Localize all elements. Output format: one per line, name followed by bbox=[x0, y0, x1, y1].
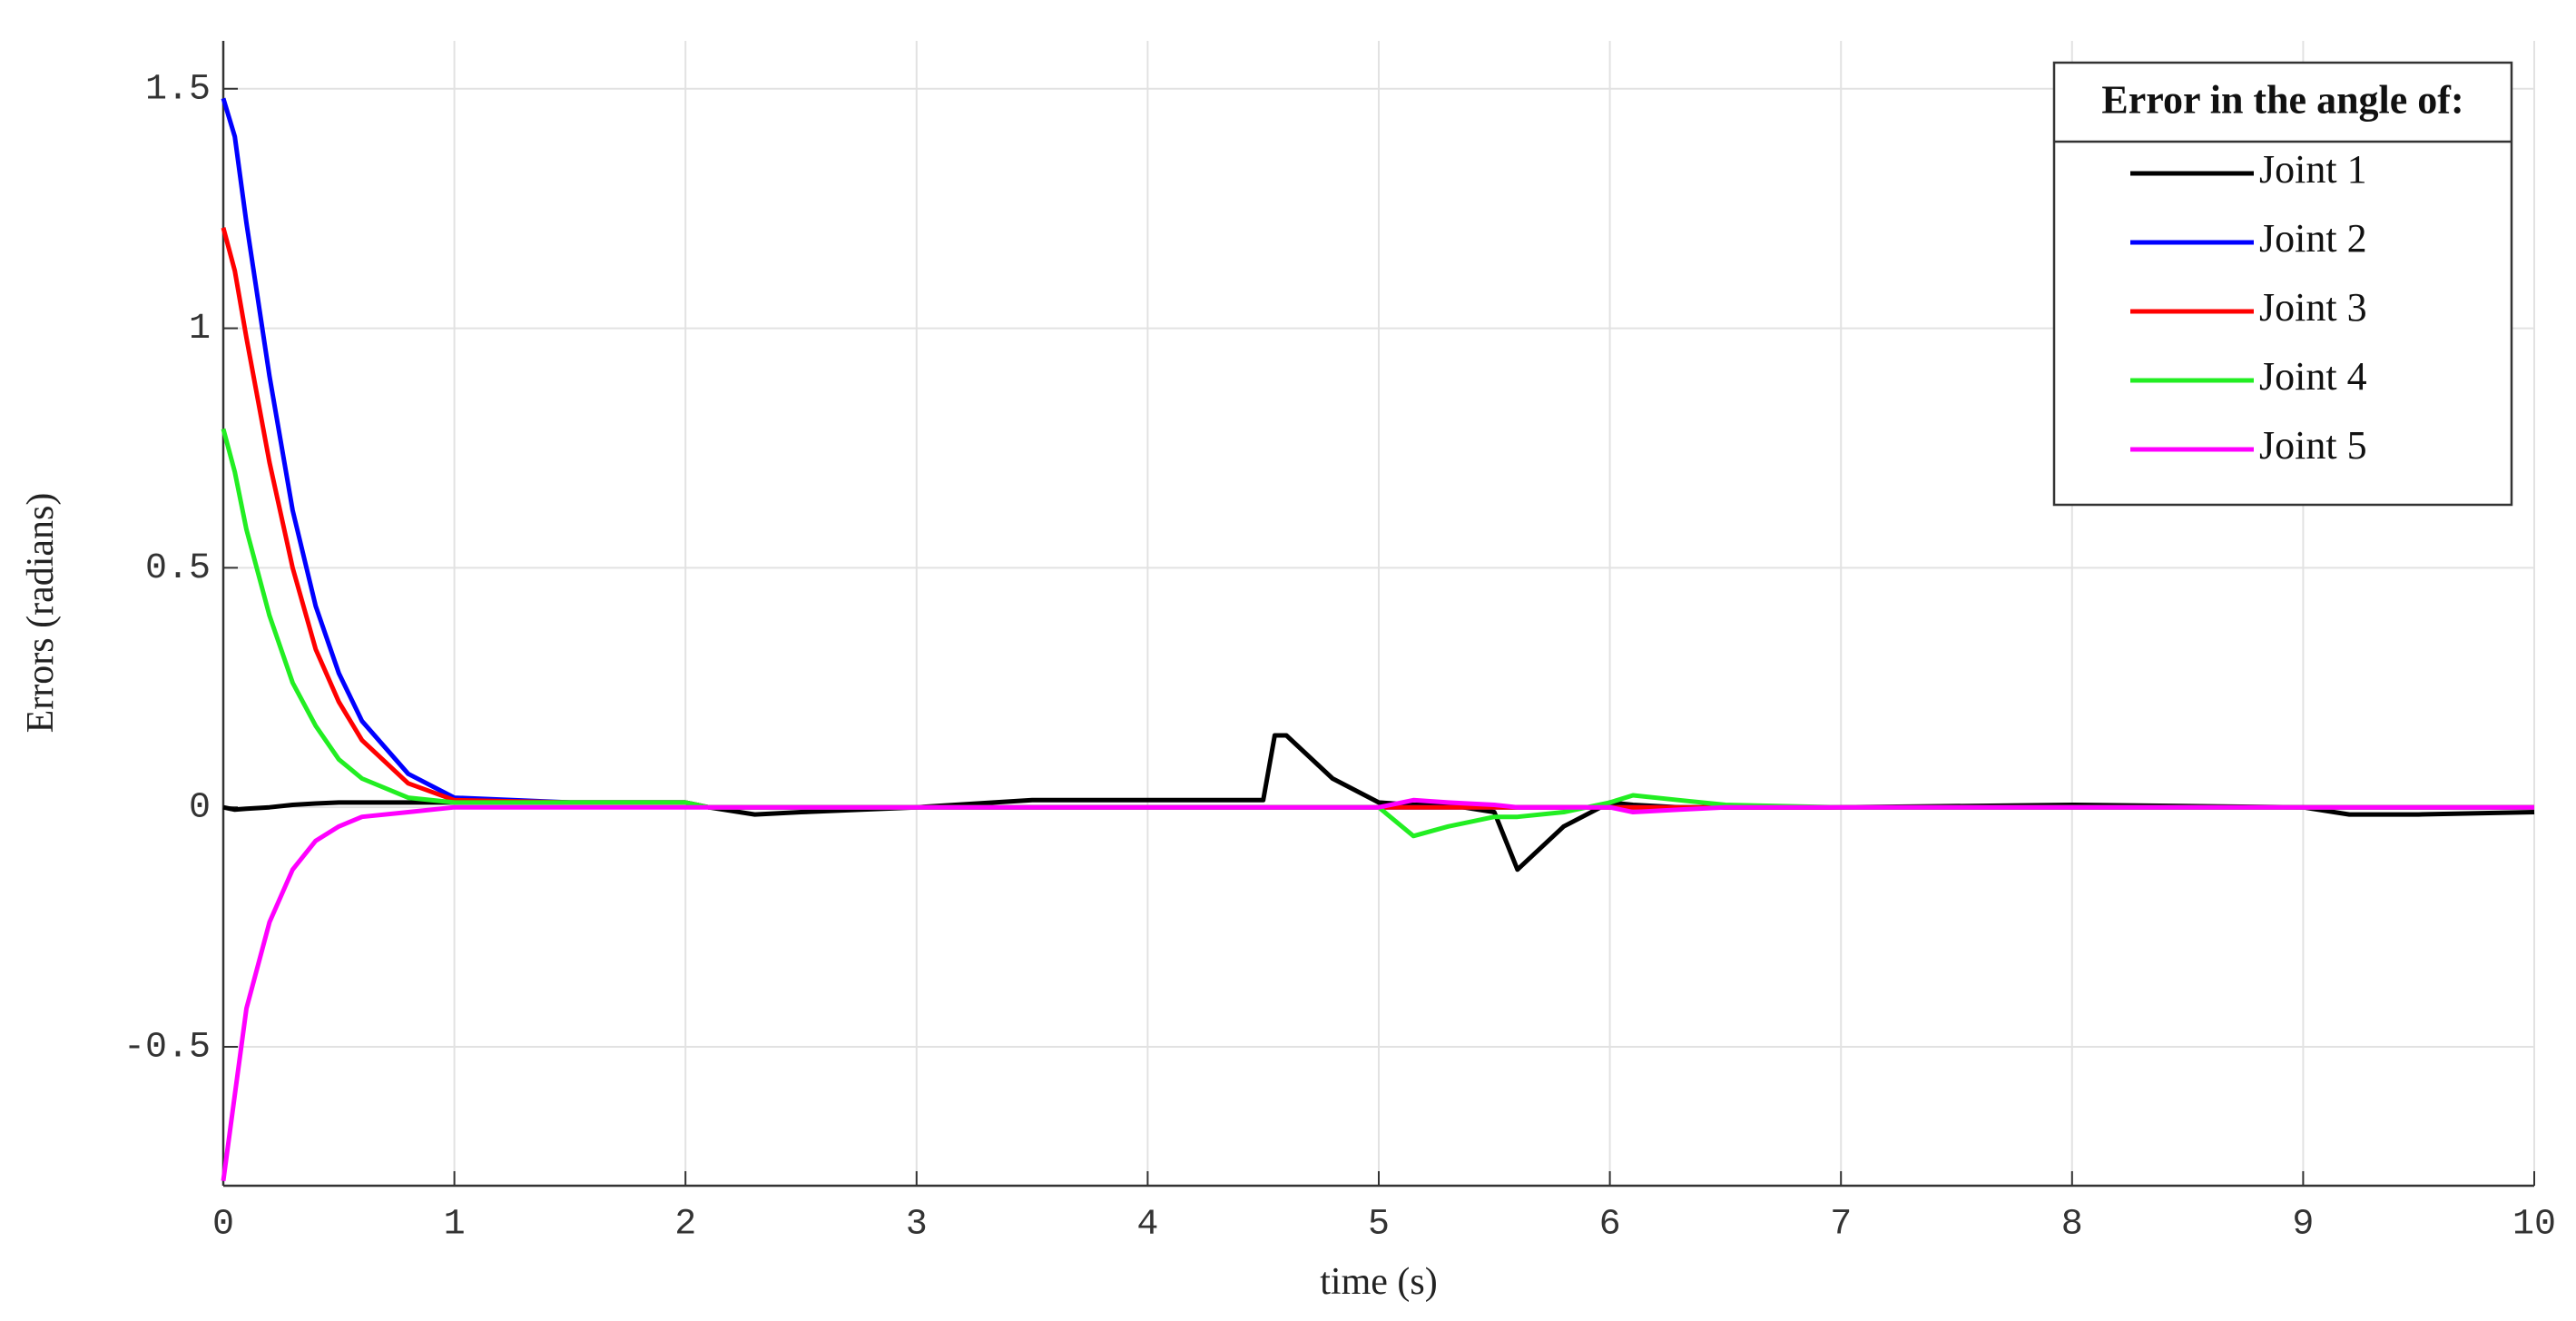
x-axis-label: time (s) bbox=[1320, 1261, 1437, 1303]
legend-label: Joint 3 bbox=[2259, 285, 2367, 330]
x-tick-label: 3 bbox=[906, 1205, 928, 1246]
x-tick-label: 2 bbox=[674, 1205, 696, 1246]
y-axis-label: Errors (radians) bbox=[20, 493, 62, 734]
x-tick-label: 10 bbox=[2512, 1205, 2556, 1246]
y-tick-label: -0.5 bbox=[123, 1028, 211, 1069]
x-tick-label: 0 bbox=[212, 1205, 234, 1246]
x-tick-label: 8 bbox=[2061, 1205, 2083, 1246]
y-tick-label: 0 bbox=[189, 788, 211, 829]
legend-label: Joint 5 bbox=[2259, 423, 2367, 468]
x-tick-label: 5 bbox=[1368, 1205, 1390, 1246]
y-tick-label: 1.5 bbox=[145, 69, 211, 110]
x-tick-label: 1 bbox=[444, 1205, 466, 1246]
x-tick-label: 9 bbox=[2292, 1205, 2314, 1246]
legend-label: Joint 2 bbox=[2259, 216, 2367, 261]
data-line bbox=[221, 797, 2534, 1182]
legend-title: Error in the angle of: bbox=[2101, 78, 2463, 123]
x-tick-label: 4 bbox=[1136, 1205, 1158, 1246]
x-tick-label: 7 bbox=[1830, 1205, 1852, 1246]
x-tick-label: 6 bbox=[1599, 1205, 1621, 1246]
y-tick-label: 1 bbox=[189, 309, 211, 350]
legend-label: Joint 1 bbox=[2259, 147, 2367, 192]
y-tick-label: 0.5 bbox=[145, 548, 211, 589]
legend-box bbox=[2052, 61, 2513, 507]
legend-label: Joint 4 bbox=[2259, 354, 2367, 399]
